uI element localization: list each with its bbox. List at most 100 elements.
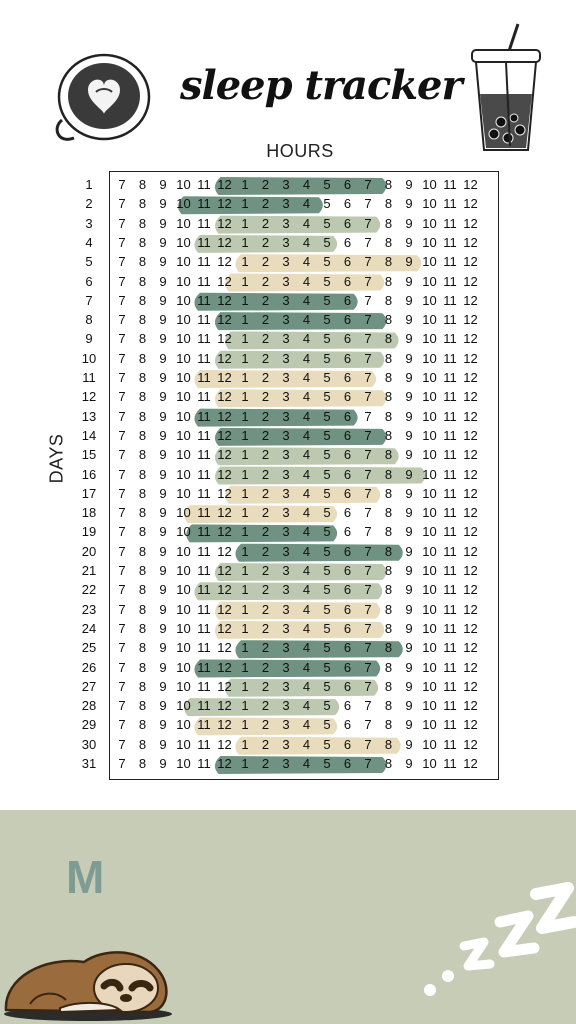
- hour-cell[interactable]: 7: [364, 370, 372, 385]
- hour-cell[interactable]: 10: [422, 543, 437, 559]
- hour-cell[interactable]: 6: [343, 659, 352, 675]
- hour-cell[interactable]: 6: [343, 640, 352, 656]
- hour-cell[interactable]: 7: [364, 601, 372, 617]
- hour-cell[interactable]: 4: [302, 273, 311, 289]
- hour-cell[interactable]: 7: [118, 640, 126, 656]
- hour-cell[interactable]: 3: [282, 427, 290, 443]
- hour-cell[interactable]: 11: [443, 370, 457, 385]
- hour-cell[interactable]: 6: [343, 678, 352, 694]
- hour-cell[interactable]: 10: [176, 350, 191, 366]
- hour-cell[interactable]: 10: [176, 698, 191, 714]
- hour-cell[interactable]: 12: [217, 427, 232, 443]
- hour-cell[interactable]: 3: [282, 563, 290, 578]
- hour-cell[interactable]: 7: [118, 196, 126, 212]
- hour-cell[interactable]: 8: [138, 447, 147, 463]
- hour-cell[interactable]: 12: [217, 196, 232, 212]
- hour-cell[interactable]: 1: [241, 640, 249, 656]
- hour-cell[interactable]: 11: [443, 524, 457, 540]
- hour-cell[interactable]: 7: [118, 331, 126, 347]
- hour-cell[interactable]: 10: [422, 620, 437, 636]
- hour-cell[interactable]: 8: [384, 408, 393, 424]
- hour-cell[interactable]: 10: [176, 254, 191, 270]
- hour-cell[interactable]: 10: [176, 215, 191, 231]
- hour-cell[interactable]: 7: [118, 756, 126, 771]
- hour-cell[interactable]: 7: [118, 408, 126, 424]
- hour-cell[interactable]: 11: [197, 466, 211, 482]
- hour-cell[interactable]: 9: [159, 505, 167, 521]
- hour-cell[interactable]: 11: [197, 408, 211, 424]
- hour-cell[interactable]: 12: [463, 196, 478, 212]
- hour-cell[interactable]: 4: [302, 234, 311, 250]
- hour-cell[interactable]: 8: [384, 215, 393, 231]
- hour-cell[interactable]: 7: [364, 543, 372, 559]
- hour-cell[interactable]: 11: [197, 736, 211, 752]
- hour-cell[interactable]: 6: [343, 698, 352, 714]
- hour-cell[interactable]: 9: [405, 196, 413, 212]
- hour-cell[interactable]: 5: [323, 312, 331, 328]
- hour-cell[interactable]: 10: [422, 177, 437, 192]
- hour-cell[interactable]: 4: [302, 215, 311, 231]
- hour-cell[interactable]: 11: [443, 350, 457, 366]
- hour-cell[interactable]: 10: [422, 408, 437, 424]
- hour-cell[interactable]: 9: [405, 466, 413, 482]
- hour-cell[interactable]: 9: [405, 254, 413, 270]
- hour-cell[interactable]: 9: [159, 640, 167, 656]
- hour-cell[interactable]: 8: [138, 408, 147, 424]
- hour-cell[interactable]: 3: [282, 756, 290, 771]
- hour-cell[interactable]: 5: [323, 389, 331, 405]
- hour-cell[interactable]: 5: [323, 678, 331, 694]
- hour-cell[interactable]: 9: [405, 659, 413, 675]
- hour-cell[interactable]: 11: [197, 698, 211, 714]
- hour-cell[interactable]: 5: [323, 524, 331, 540]
- hour-cell[interactable]: 4: [302, 640, 311, 656]
- hour-cell[interactable]: 11: [197, 524, 211, 540]
- hour-cell[interactable]: 2: [261, 370, 270, 385]
- hour-cell[interactable]: 12: [463, 234, 478, 250]
- hour-cell[interactable]: 8: [384, 698, 393, 714]
- hour-cell[interactable]: 12: [217, 659, 232, 675]
- hour-cell[interactable]: 8: [384, 485, 393, 501]
- hour-cell[interactable]: 7: [364, 234, 372, 250]
- hour-cell[interactable]: 1: [241, 543, 249, 559]
- hour-cell[interactable]: 11: [443, 582, 457, 598]
- hour-cell[interactable]: 11: [443, 254, 457, 270]
- hour-cell[interactable]: 8: [384, 640, 393, 656]
- hour-cell[interactable]: 7: [364, 196, 372, 212]
- hour-cell[interactable]: 12: [463, 582, 478, 598]
- hour-cell[interactable]: 9: [159, 331, 167, 347]
- hour-cell[interactable]: 8: [384, 196, 393, 212]
- hour-cell[interactable]: 8: [384, 427, 393, 443]
- hour-cell[interactable]: 5: [323, 177, 331, 192]
- hour-cell[interactable]: 8: [138, 177, 147, 192]
- hour-cell[interactable]: 12: [217, 601, 232, 617]
- hour-cell[interactable]: 1: [241, 582, 249, 598]
- hour-cell[interactable]: 11: [443, 756, 457, 771]
- hour-cell[interactable]: 10: [176, 524, 191, 540]
- hour-cell[interactable]: 2: [261, 678, 270, 694]
- hour-cell[interactable]: 12: [463, 408, 478, 424]
- hour-cell[interactable]: 2: [261, 427, 270, 443]
- hour-cell[interactable]: 4: [302, 717, 311, 733]
- hour-cell[interactable]: 4: [302, 582, 311, 598]
- hour-cell[interactable]: 12: [217, 273, 232, 289]
- hour-cell[interactable]: 5: [323, 640, 331, 656]
- hour-cell[interactable]: 8: [138, 524, 147, 540]
- hour-cell[interactable]: 7: [118, 659, 126, 675]
- hour-cell[interactable]: 7: [118, 447, 126, 463]
- hour-cell[interactable]: 5: [323, 698, 331, 714]
- hour-cell[interactable]: 4: [302, 331, 311, 347]
- hour-cell[interactable]: 11: [443, 196, 457, 212]
- hour-cell[interactable]: 2: [261, 756, 270, 771]
- hour-cell[interactable]: 10: [176, 582, 191, 598]
- hour-cell[interactable]: 3: [282, 350, 290, 366]
- hour-cell[interactable]: 6: [343, 582, 352, 598]
- hour-cell[interactable]: 1: [241, 447, 249, 463]
- hour-cell[interactable]: 9: [159, 717, 167, 733]
- hour-cell[interactable]: 6: [343, 292, 352, 308]
- hour-cell[interactable]: 9: [405, 408, 413, 424]
- hour-cell[interactable]: 11: [443, 389, 457, 405]
- hour-cell[interactable]: 10: [176, 659, 191, 675]
- hour-cell[interactable]: 8: [384, 350, 393, 366]
- hour-cell[interactable]: 2: [261, 601, 270, 617]
- hour-cell[interactable]: 9: [405, 350, 413, 366]
